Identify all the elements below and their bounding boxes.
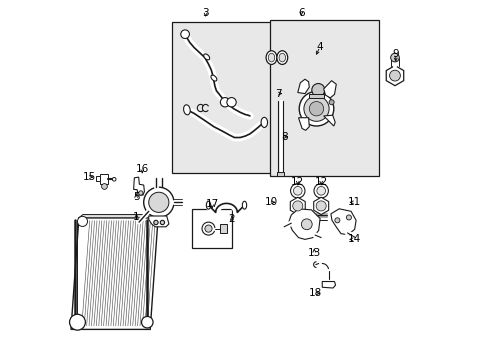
Ellipse shape [265, 51, 276, 64]
Circle shape [292, 201, 302, 211]
Text: 17: 17 [205, 199, 218, 210]
Bar [101, 174, 108, 184]
Ellipse shape [206, 201, 210, 209]
Polygon shape [148, 216, 168, 227]
Polygon shape [290, 197, 305, 215]
Bar [172, 22, 307, 173]
Circle shape [226, 98, 236, 107]
Polygon shape [323, 115, 335, 126]
Text: 3: 3 [202, 8, 208, 18]
Bar [96, 176, 101, 181]
Polygon shape [313, 197, 328, 215]
Ellipse shape [203, 54, 209, 60]
Circle shape [148, 192, 168, 212]
Circle shape [139, 191, 142, 195]
Bar [220, 224, 227, 233]
Circle shape [290, 184, 305, 198]
Circle shape [309, 102, 323, 116]
Circle shape [293, 186, 302, 195]
Circle shape [303, 96, 328, 121]
Text: 15: 15 [82, 172, 96, 182]
Ellipse shape [183, 105, 190, 115]
Circle shape [204, 225, 212, 232]
Text: 8: 8 [281, 132, 287, 142]
Circle shape [346, 215, 351, 220]
Text: 4: 4 [316, 42, 323, 52]
Polygon shape [71, 218, 158, 329]
Circle shape [313, 184, 328, 198]
Text: 10: 10 [264, 197, 277, 207]
Circle shape [299, 91, 333, 126]
Circle shape [301, 219, 311, 230]
Circle shape [220, 98, 229, 107]
Ellipse shape [261, 117, 267, 127]
Polygon shape [323, 81, 336, 98]
Bar [269, 20, 379, 176]
Circle shape [334, 218, 339, 223]
Text: 14: 14 [347, 234, 360, 244]
Circle shape [202, 222, 215, 235]
Circle shape [390, 53, 399, 62]
Text: 12: 12 [314, 177, 327, 187]
Text: 11: 11 [346, 197, 360, 207]
Text: 2: 2 [228, 214, 235, 224]
Circle shape [69, 314, 85, 330]
Circle shape [141, 316, 153, 328]
Circle shape [77, 216, 87, 226]
Text: 7: 7 [274, 89, 281, 99]
Circle shape [181, 30, 189, 39]
Text: 9: 9 [391, 49, 398, 59]
Circle shape [160, 220, 164, 225]
Polygon shape [308, 94, 324, 98]
Bar [192, 209, 231, 248]
Text: 12: 12 [290, 177, 304, 187]
Polygon shape [288, 209, 320, 239]
Polygon shape [386, 66, 403, 86]
Text: 1: 1 [133, 212, 140, 222]
Text: 16: 16 [135, 164, 148, 174]
Text: 5: 5 [133, 192, 139, 202]
Circle shape [316, 186, 325, 195]
Polygon shape [133, 177, 144, 195]
Circle shape [389, 70, 400, 81]
Circle shape [153, 220, 158, 225]
Ellipse shape [268, 53, 274, 62]
Text: 6: 6 [298, 8, 304, 18]
Bar [276, 172, 284, 176]
Ellipse shape [210, 75, 216, 81]
Circle shape [316, 201, 325, 211]
Polygon shape [298, 118, 309, 130]
Text: 18: 18 [308, 288, 322, 298]
Ellipse shape [242, 201, 246, 209]
Polygon shape [79, 215, 162, 218]
Ellipse shape [276, 51, 287, 64]
Ellipse shape [279, 53, 285, 62]
Text: 13: 13 [307, 248, 320, 258]
Circle shape [143, 187, 174, 217]
Polygon shape [297, 79, 309, 94]
Circle shape [112, 177, 116, 181]
Circle shape [311, 84, 324, 96]
Polygon shape [322, 282, 335, 288]
Circle shape [328, 100, 333, 105]
Polygon shape [330, 209, 355, 235]
Circle shape [102, 184, 107, 189]
